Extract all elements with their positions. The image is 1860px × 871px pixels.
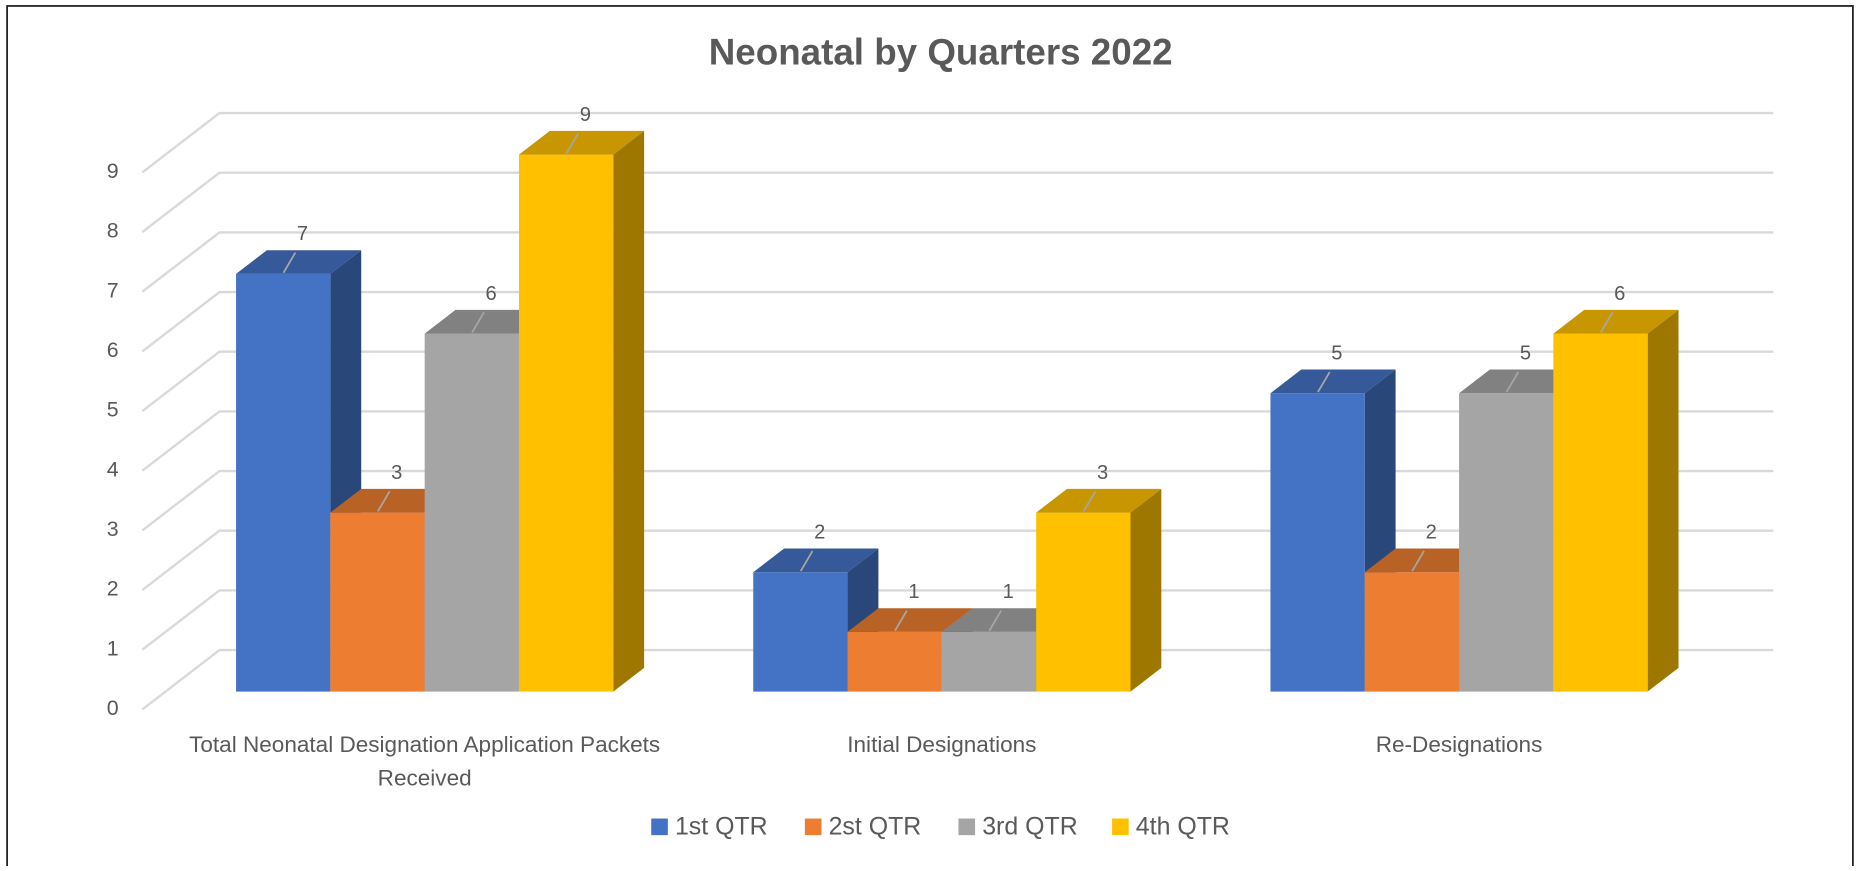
data-label: 5 xyxy=(1520,342,1531,364)
x-tick-label: Total Neonatal Designation Application P… xyxy=(189,733,661,792)
y-tick-label: 0 xyxy=(107,696,119,720)
data-label: 5 xyxy=(1331,342,1342,364)
leader-line xyxy=(1600,311,1614,333)
grid-line xyxy=(141,290,1774,353)
data-label: 7 xyxy=(297,223,308,245)
data-label: 3 xyxy=(1097,462,1108,484)
legend-label: 1st QTR xyxy=(675,813,768,841)
y-tick-label: 6 xyxy=(107,338,119,362)
leader-line xyxy=(1505,371,1520,393)
bar-front xyxy=(424,333,519,692)
leader-line xyxy=(1082,490,1097,512)
chart-title: Neonatal by Quarters 2022 xyxy=(709,31,1173,72)
bar-front xyxy=(1036,512,1131,692)
grid-line xyxy=(141,648,1774,711)
grid-line xyxy=(141,589,1774,651)
bar-top xyxy=(1270,369,1396,394)
leader-line xyxy=(1317,371,1331,393)
data-label: 9 xyxy=(580,104,591,126)
bar-top xyxy=(847,608,973,632)
bar xyxy=(1553,309,1679,692)
legend-swatch xyxy=(651,818,668,836)
bar-top xyxy=(941,608,1068,632)
legend-label: 3rd QTR xyxy=(982,813,1078,841)
legend-label: 4th QTR xyxy=(1136,813,1230,841)
bar xyxy=(518,130,645,692)
x-tick-label: Re-Designations xyxy=(1375,733,1543,759)
bar-side xyxy=(1130,488,1162,692)
grid-line xyxy=(141,171,1774,233)
bar-front xyxy=(236,273,331,692)
x-tick-label-box: Re-Designations xyxy=(1375,733,1543,759)
x-tick-label-box: Total Neonatal Designation Application P… xyxy=(189,733,661,792)
legend-swatch xyxy=(958,818,976,836)
y-tick-label: 1 xyxy=(107,636,119,660)
bar-front xyxy=(1459,393,1554,692)
leader-line xyxy=(471,311,485,333)
x-tick-label-box: Initial Designations xyxy=(847,733,1037,759)
data-label: 6 xyxy=(485,283,496,305)
grid-line xyxy=(141,231,1774,293)
leader-line xyxy=(1411,550,1425,572)
data-label: 6 xyxy=(1614,283,1625,305)
leader-line xyxy=(565,132,580,154)
bar-top xyxy=(236,250,362,274)
grid-line xyxy=(141,410,1774,472)
y-tick-label: 8 xyxy=(107,219,119,243)
bar xyxy=(1036,488,1162,692)
leader-line xyxy=(988,610,1002,632)
bar-front xyxy=(1270,393,1365,692)
y-tick-label: 7 xyxy=(107,278,119,302)
bar-top xyxy=(330,488,456,513)
grid-line xyxy=(141,111,1774,174)
bar-top xyxy=(1553,309,1679,334)
legend-swatch xyxy=(804,818,822,836)
bar-side xyxy=(613,130,645,692)
grid-line xyxy=(141,469,1774,532)
x-tick-label: Initial Designations xyxy=(847,733,1037,759)
bar-top xyxy=(1459,369,1585,394)
bar-top xyxy=(1364,548,1490,573)
data-label: 2 xyxy=(814,521,825,543)
bar-front xyxy=(518,154,614,692)
bar-top xyxy=(424,309,550,334)
legend-label: 2st QTR xyxy=(829,813,922,841)
grid-line xyxy=(141,350,1774,412)
bar-side xyxy=(1647,309,1679,692)
y-tick-label: 9 xyxy=(107,159,119,183)
legend-swatch xyxy=(1112,818,1129,836)
bar-front xyxy=(330,512,425,692)
y-tick-label: 4 xyxy=(107,457,119,481)
bar-front xyxy=(941,631,1037,692)
leader-line xyxy=(282,252,297,274)
leader-line xyxy=(377,490,391,512)
data-label: 1 xyxy=(908,581,919,603)
grid-line xyxy=(141,529,1774,591)
data-label: 1 xyxy=(1003,581,1014,603)
data-label: 3 xyxy=(391,462,402,484)
leader-line xyxy=(799,550,814,572)
bar-front xyxy=(1553,333,1648,692)
data-label: 2 xyxy=(1426,521,1437,543)
leader-line xyxy=(894,610,908,632)
bar-front xyxy=(847,631,942,692)
bar-front xyxy=(753,572,848,692)
bar-top xyxy=(518,130,645,155)
bar-front xyxy=(1364,572,1460,692)
bar-top xyxy=(1036,488,1162,513)
y-tick-label: 5 xyxy=(107,398,119,422)
y-tick-label: 3 xyxy=(107,517,119,541)
y-tick-label: 2 xyxy=(107,577,119,601)
bar-top xyxy=(753,548,879,573)
